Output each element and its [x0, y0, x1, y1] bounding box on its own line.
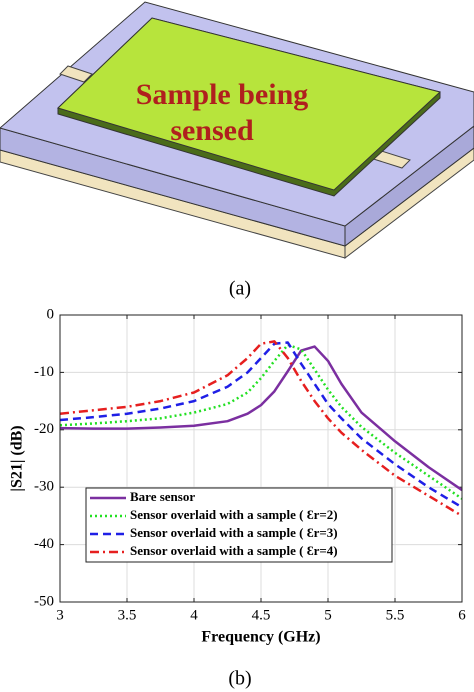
legend-label: Sensor overlaid with a sample ( Ɛr=3) — [130, 525, 338, 540]
x-tick-label: 3.5 — [118, 607, 137, 623]
series-line — [59, 340, 463, 517]
y-tick-label: -10 — [34, 364, 54, 380]
legend-label: Bare sensor — [130, 489, 195, 504]
series-line — [59, 343, 463, 500]
y-tick-label: -30 — [34, 479, 54, 495]
legend: Bare sensor Sensor overlaid with a sample… — [85, 487, 393, 563]
x-tick-label: 4 — [190, 607, 198, 623]
legend-label: Sensor overlaid with a sample ( Ɛr=4) — [130, 543, 338, 558]
plot-frame — [59, 314, 463, 603]
y-tick-label: -20 — [34, 421, 54, 437]
x-tick-label: 5 — [324, 607, 332, 623]
x-tick-label: 3 — [56, 607, 64, 623]
y-axis-label: |S21| (dB) — [9, 425, 26, 491]
sample-label: Sample being — [136, 78, 309, 111]
x-axis-label: Frequency (GHz) — [201, 629, 320, 646]
caption: (a) — [229, 278, 251, 300]
series-line — [59, 345, 463, 492]
y-tick-label: 0 — [47, 306, 55, 322]
device-illustration: Sample being sensed — [0, 1, 474, 260]
x-tick-label: 6 — [458, 607, 466, 623]
y-tick-label: -40 — [34, 536, 54, 552]
caption: (b) — [228, 668, 251, 690]
legend-label: Sensor overlaid with a sample ( Ɛr=2) — [130, 507, 338, 522]
series-line — [59, 341, 463, 509]
y-tick-label: -50 — [34, 593, 54, 609]
x-tick-label: 5.5 — [386, 607, 405, 623]
chart: 3 3.5 4 4.5 5 5.5 6 0 -10 -20 -30 -40 -50 Bare sensor… — [9, 306, 467, 689]
x-tick-label: 4.5 — [252, 607, 271, 623]
legend-box — [85, 487, 393, 563]
sample-label: sensed — [170, 114, 254, 147]
